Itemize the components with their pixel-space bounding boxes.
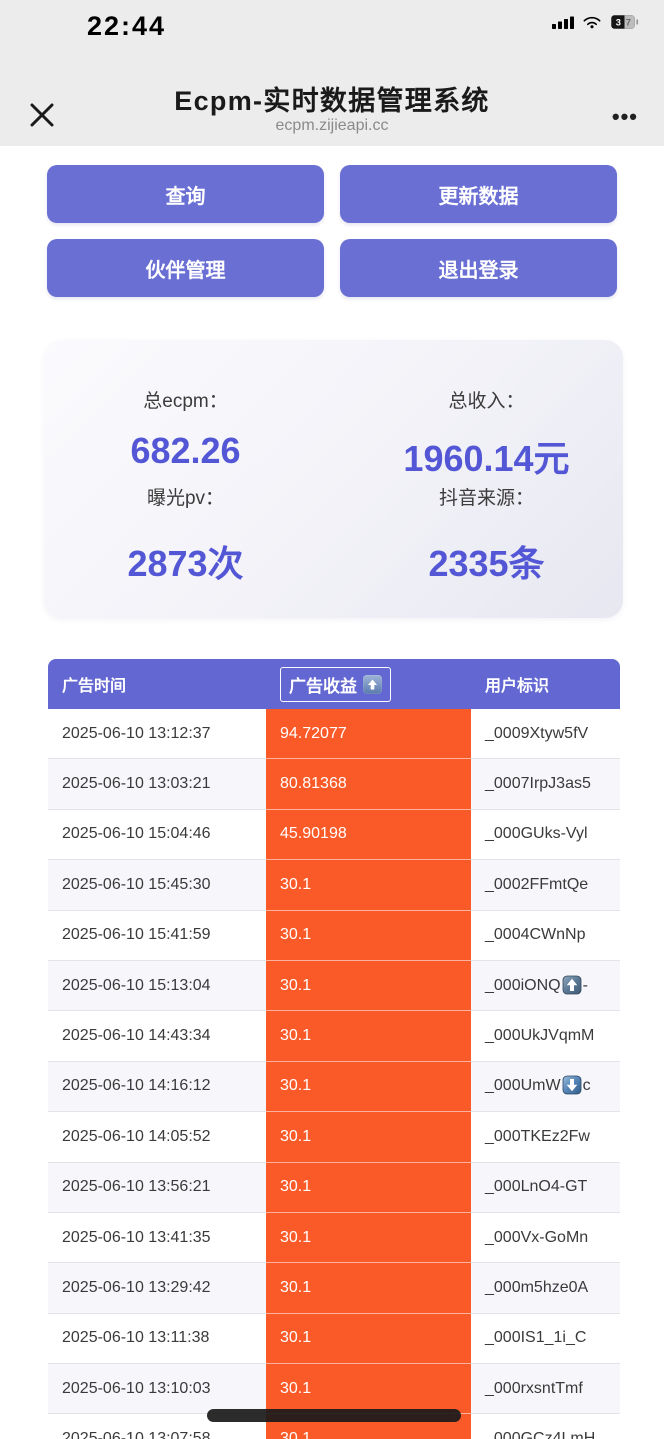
svg-text:3: 3	[616, 18, 621, 28]
svg-text:7: 7	[626, 18, 631, 28]
